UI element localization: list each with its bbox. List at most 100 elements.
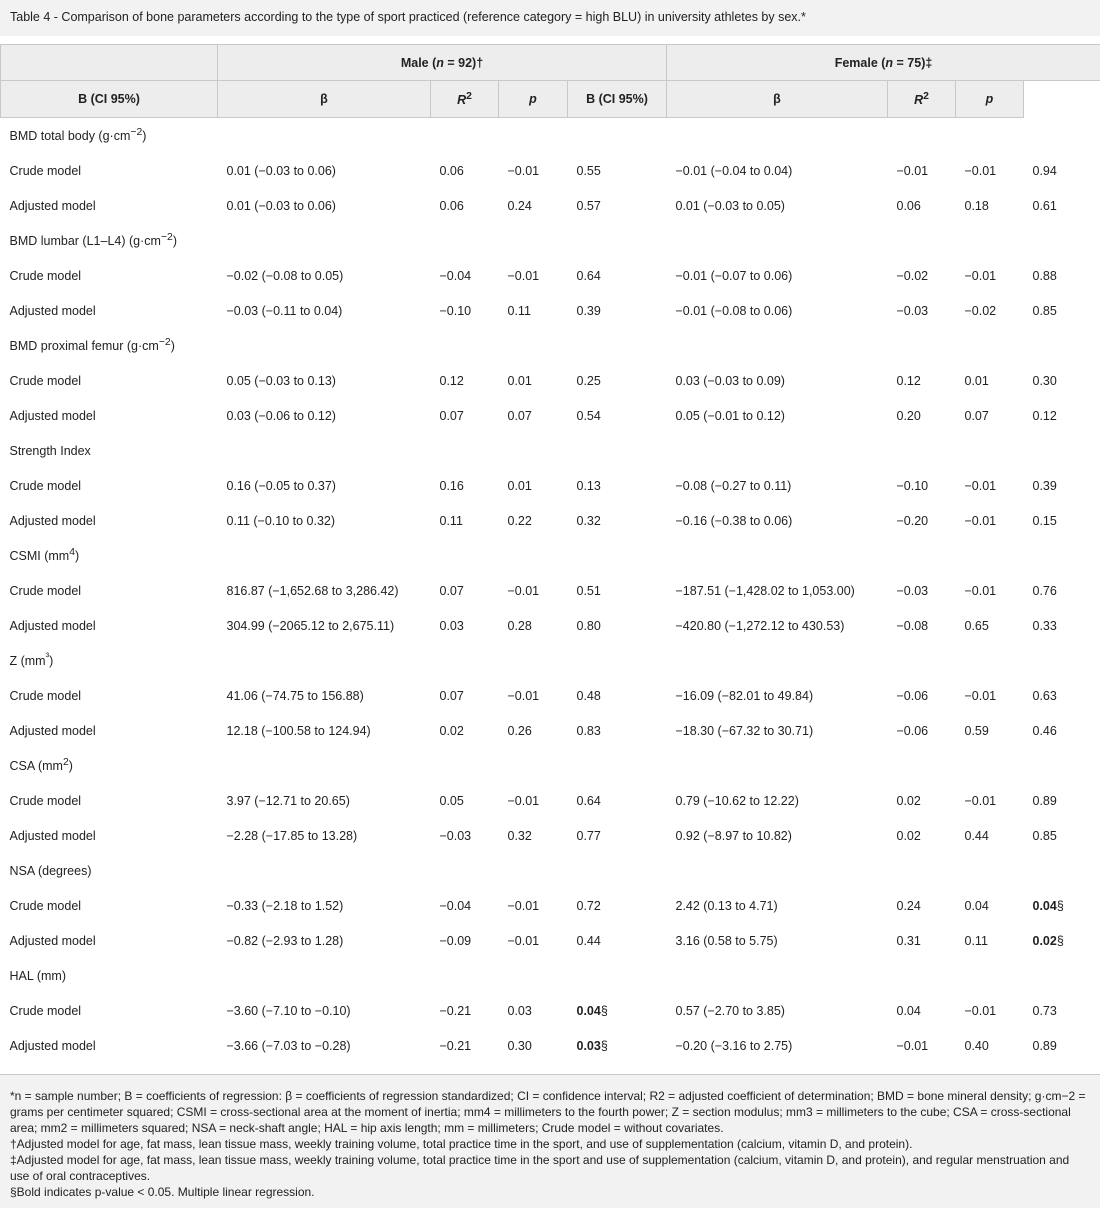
table-cell: −0.01 [499,573,568,608]
table-cell: 0.01 (−0.03 to 0.06) [218,188,431,223]
table-cell: 0.06 [888,188,956,223]
section-title-text: CSMI (mm [9,549,70,564]
cell-value: 0.04 [896,1003,921,1018]
table-cell: 0.30 [1024,363,1100,398]
table-cell: 0.33 [1024,608,1100,643]
table-cell: −0.02 [888,258,956,293]
table-cell: −16.09 (−82.01 to 49.84) [667,678,888,713]
cell-value: 0.05 (−0.03 to 0.13) [226,373,336,388]
cell-value: −0.01 [964,513,997,528]
table-cell: 0.12 [1024,398,1100,433]
col-header-beta-female: β [666,80,888,118]
section-title-superscript: −2 [130,127,143,139]
table-cell: 0.61 [1024,188,1100,223]
section-title-text: CSA (mm [9,759,63,774]
table-cell: −0.08 (−0.27 to 0.11) [667,468,888,503]
table-cell: 0.04 [956,888,1024,923]
table-row: Crude model −0.02 (−0.08 to 0.05) −0.04 −0.… [1,258,1100,293]
cell-value: 0.57 [576,198,601,213]
cell-value: −420.80 (−1,272.12 to 430.53) [675,618,845,633]
cell-value: 0.92 (−8.97 to 10.82) [675,828,792,843]
cell-value: 0.28 [507,618,532,633]
cell-value: −0.02 [964,303,997,318]
row-label: Crude model [9,1003,82,1018]
table-cell: 0.64 [568,783,667,818]
cell-value: 0.02 [439,723,464,738]
footnote-male-adjustment: †Adjusted model for age, fat mass, lean … [10,1137,913,1151]
cell-value: 0.04 [1032,898,1057,913]
cell-value: 0.02 [896,828,921,843]
table-row: Adjusted model −0.03 (−0.11 to 0.04) −0.10… [1,293,1100,328]
cell-value: 0.51 [576,583,601,598]
table-cell: −0.01 [956,153,1024,188]
cell-value: 0.79 (−10.62 to 12.22) [675,793,799,808]
cell-value: 0.11 [964,933,988,948]
col-header-r2-male: R2 [430,80,499,118]
cell-value: 0.05 [439,793,464,808]
section-row: BMD proximal femur (g·cm−2) [1,328,1100,363]
cell-value: −3.66 (−7.03 to −0.28) [226,1038,351,1053]
cell-value: 41.06 (−74.75 to 156.88) [226,688,364,703]
cell-value: 0.77 [576,828,601,843]
cell-value: 0.03 [507,1003,532,1018]
section-row: BMD total body (g·cm−2) [1,118,1100,154]
section-title-tail: ) [49,654,54,669]
table-cell: −0.21 [431,1028,499,1063]
cell-value: −0.16 (−0.38 to 0.06) [675,513,793,528]
cell-value: 0.55 [576,163,601,178]
cell-value: −0.01 (−0.08 to 0.06) [675,303,793,318]
cell-value: 0.04 [964,898,989,913]
row-label: Adjusted model [9,303,96,318]
section-title-text: BMD lumbar (L1–L4) (g·cm [9,234,161,249]
col-header-b-ci-male: B (CI 95%) [0,80,218,118]
table-cell: 0.26 [499,713,568,748]
cell-value: 0.32 [576,513,601,528]
row-label: Crude model [9,268,82,283]
section-title: Z (mm³) [1,643,1100,678]
row-label: Crude model [9,583,82,598]
table-caption: Table 4 - Comparison of bone parameters … [0,0,1100,36]
cell-value: 0.33 [1032,618,1057,633]
cell-value: 0.24 [507,198,532,213]
table-cell: −0.01 [888,153,956,188]
table-cell: 0.25 [568,363,667,398]
row-label: Crude model [9,373,82,388]
table-cell: 0.73 [1024,993,1100,1028]
cell-value: −0.02 [896,268,929,283]
cell-value: −187.51 (−1,428.02 to 1,053.00) [675,583,855,598]
cell-value: 0.57 (−2.70 to 3.85) [675,1003,785,1018]
cell-value: −0.02 (−0.08 to 0.05) [226,268,344,283]
table-cell: 0.07 [431,573,499,608]
table-cell: 0.04§ [1024,888,1100,923]
cell-value: −0.04 [439,268,472,283]
table-cell: −0.10 [431,293,499,328]
cell-value: 0.05 (−0.01 to 0.12) [675,408,785,423]
header-blank-cell [0,44,218,81]
table-cell: 0.20 [888,398,956,433]
table-cell: 0.07 [431,678,499,713]
table-cell: 0.92 (−8.97 to 10.82) [667,818,888,853]
cell-value: 0.01 [507,478,532,493]
table-cell: 0.46 [1024,713,1100,748]
cell-value: 816.87 (−1,652.68 to 3,286.42) [226,583,399,598]
section-title-tail: ) [68,759,73,774]
cell-value: 0.89 [1032,1038,1057,1053]
table-cell: 0.06 [431,153,499,188]
cell-value: 0.39 [1032,478,1057,493]
table-cell: 0.57 [568,188,667,223]
significance-mark: § [600,1038,608,1053]
cell-value: 0.59 [964,723,989,738]
table-cell: 0.01 (−0.03 to 0.05) [667,188,888,223]
cell-value: 0.85 [1032,303,1057,318]
table-cell: −0.06 [888,678,956,713]
col-header-p-male: p [498,80,568,118]
cell-value: 0.07 [439,583,464,598]
table-row: Adjusted model −2.28 (−17.85 to 13.28) −0.… [1,818,1100,853]
table-cell: 0.13 [568,468,667,503]
cell-value: 0.04 [576,1003,601,1018]
row-label: Adjusted model [9,723,96,738]
table-cell: 816.87 (−1,652.68 to 3,286.42) [218,573,431,608]
table-cell: −0.03 (−0.11 to 0.04) [218,293,431,328]
table-cell: 0.31 [888,923,956,958]
table-cell: 0.83 [568,713,667,748]
